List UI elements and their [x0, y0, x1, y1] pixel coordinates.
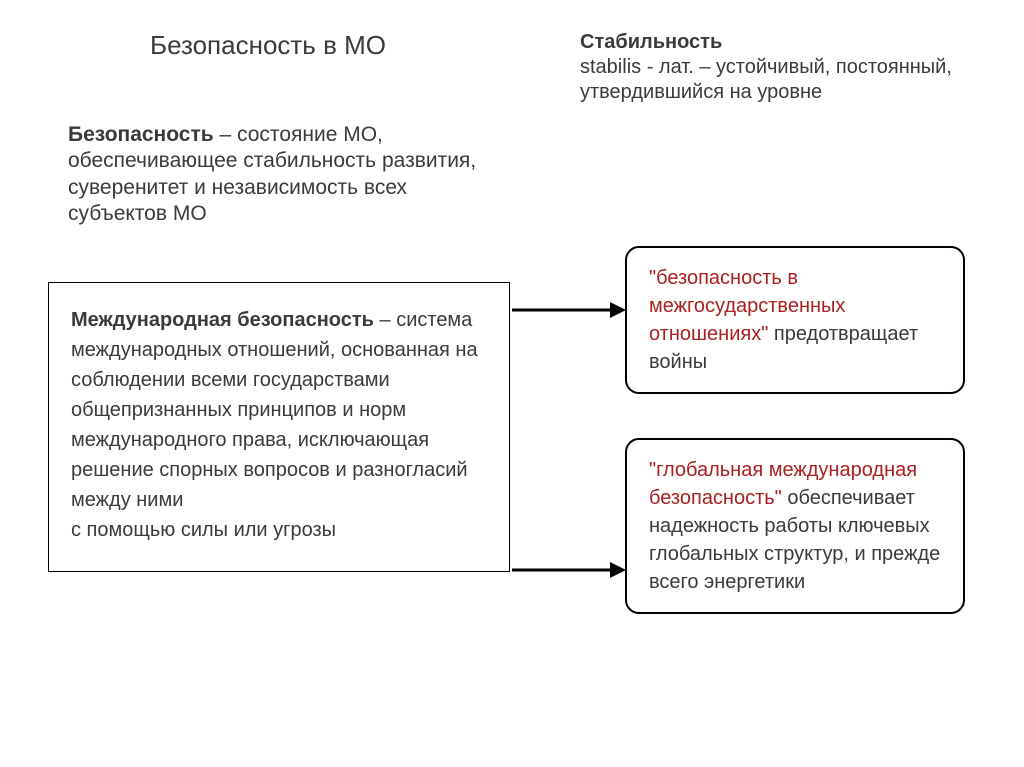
definition-security: Безопасность – состояние МО, обеспечиваю…	[68, 122, 508, 227]
box-interstate-security: "безопасность в межгосударственных отнош…	[625, 246, 965, 394]
definition-stability: Стабильность stabilis - лат. – устойчивы…	[580, 30, 960, 105]
page-title: Безопасность в МО	[150, 30, 386, 61]
box-international-security: Международная безопасность – система меж…	[48, 282, 510, 572]
box-left-text-start: – система международных отношений, основ…	[71, 309, 478, 511]
stability-term: Стабильность	[580, 31, 722, 53]
arrow-to-r2	[510, 555, 628, 585]
box-global-security: "глобальная международная безопасность" …	[625, 438, 965, 614]
box-left-text-end: с помощью силы или угрозы	[71, 519, 336, 541]
box-left-term: Международная безопасность	[71, 309, 374, 331]
definition-term: Безопасность	[68, 123, 214, 146]
stability-text: stabilis - лат. – устойчивый, постоянный…	[580, 56, 952, 103]
arrow-to-r1	[510, 295, 628, 325]
